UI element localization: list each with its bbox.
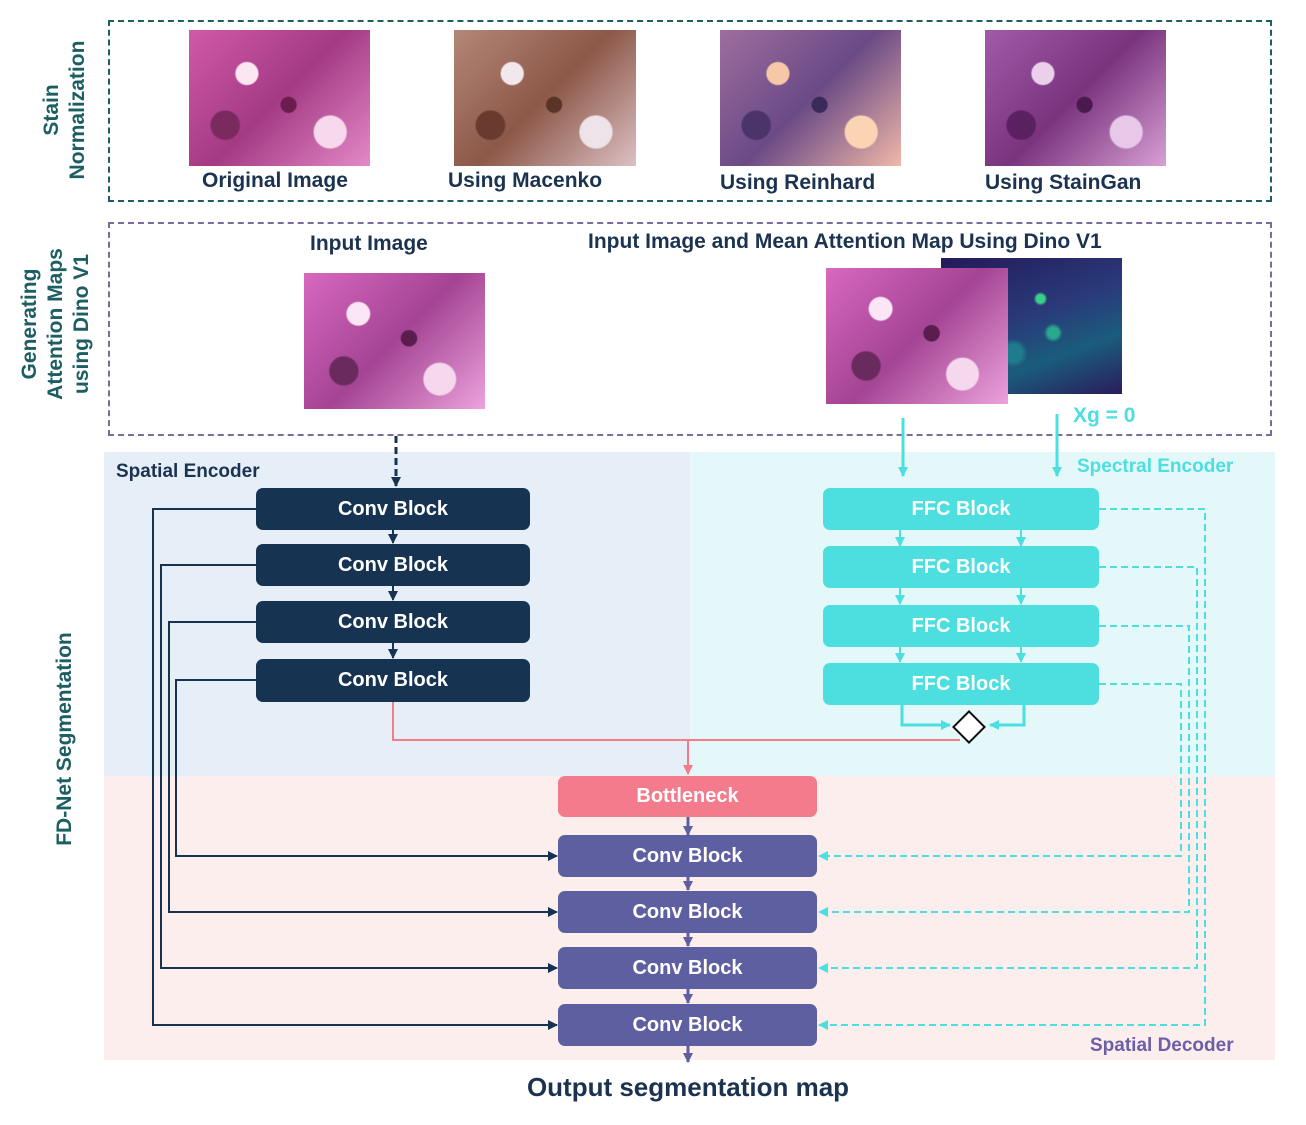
ffc-block-4: FFC Block (823, 663, 1099, 705)
caption-macenko: Using Macenko (448, 169, 603, 192)
ffc-block-1: FFC Block (823, 488, 1099, 530)
spatial-encoder-title: Spatial Encoder (116, 461, 260, 482)
decoder-conv-block-2: Conv Block (558, 891, 817, 933)
encoder-conv-block-3: Conv Block (256, 601, 530, 643)
ffc-block-2: FFC Block (823, 546, 1099, 588)
encoder-conv-block-4: Conv Block (256, 659, 530, 702)
decoder-conv-block-1: Conv Block (558, 835, 817, 877)
caption-reinhard: Using Reinhard (720, 171, 876, 194)
concat-diamond (952, 710, 986, 744)
spatial-decoder-title: Spatial Decoder (1090, 1035, 1234, 1056)
tissue-image-staingan (985, 30, 1166, 166)
ffc-block-3: FFC Block (823, 605, 1099, 647)
attention-pair-caption: Input Image and Mean Attention Map Using… (588, 230, 1102, 253)
output-label: Output segmentation map (526, 1072, 850, 1102)
encoder-conv-block-1: Conv Block (256, 488, 530, 530)
caption-original-image: Original Image (202, 169, 348, 192)
decoder-conv-block-4: Conv Block (558, 1004, 817, 1046)
input-tissue-image (304, 273, 485, 409)
tissue-image-reinhard (720, 30, 901, 166)
stain-normalization-frame (108, 20, 1272, 202)
spectral-encoder-title: Spectral Encoder (1077, 456, 1234, 477)
bottleneck-block: Bottleneck (558, 776, 817, 817)
input-image-caption: Input Image (310, 232, 428, 255)
decoder-conv-block-3: Conv Block (558, 947, 817, 989)
encoder-conv-block-2: Conv Block (256, 544, 530, 586)
caption-staingan: Using StainGan (985, 171, 1142, 194)
tissue-image-macenko (454, 30, 636, 166)
attention-maps-frame (108, 222, 1272, 436)
xg-label: Xg = 0 (1073, 404, 1136, 427)
pair-tissue-image (826, 268, 1008, 404)
tissue-image-original (189, 30, 370, 166)
